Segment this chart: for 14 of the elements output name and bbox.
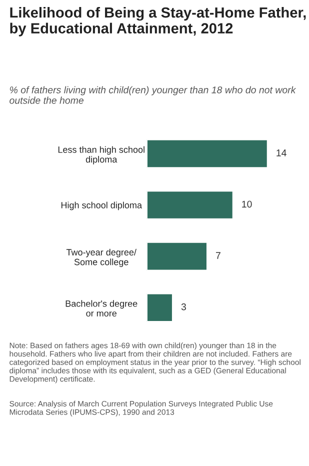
chart-title: Likelihood of Being a Stay-at-Home Father, by Educational Attainment, 2012: [10, 6, 306, 36]
y-tick-label: Two-year degree/ Some college: [66, 248, 136, 267]
bar: [146, 242, 208, 272]
bar: [146, 292, 174, 322]
y-tick-label: Less than high school diploma: [58, 146, 144, 164]
data-label: 14: [276, 150, 286, 156]
bar: [146, 190, 234, 220]
data-label: 10: [242, 200, 252, 208]
bar: [146, 138, 268, 169]
data-label: 3: [181, 303, 186, 310]
y-tick-label: High school diploma: [61, 202, 142, 210]
y-tick-label: Bachelor's degree or more: [66, 300, 138, 317]
chart-subtitle: % of fathers living with child(ren) younger than 18 who do not work outside the home: [10, 86, 296, 104]
data-label: 7: [216, 252, 220, 259]
